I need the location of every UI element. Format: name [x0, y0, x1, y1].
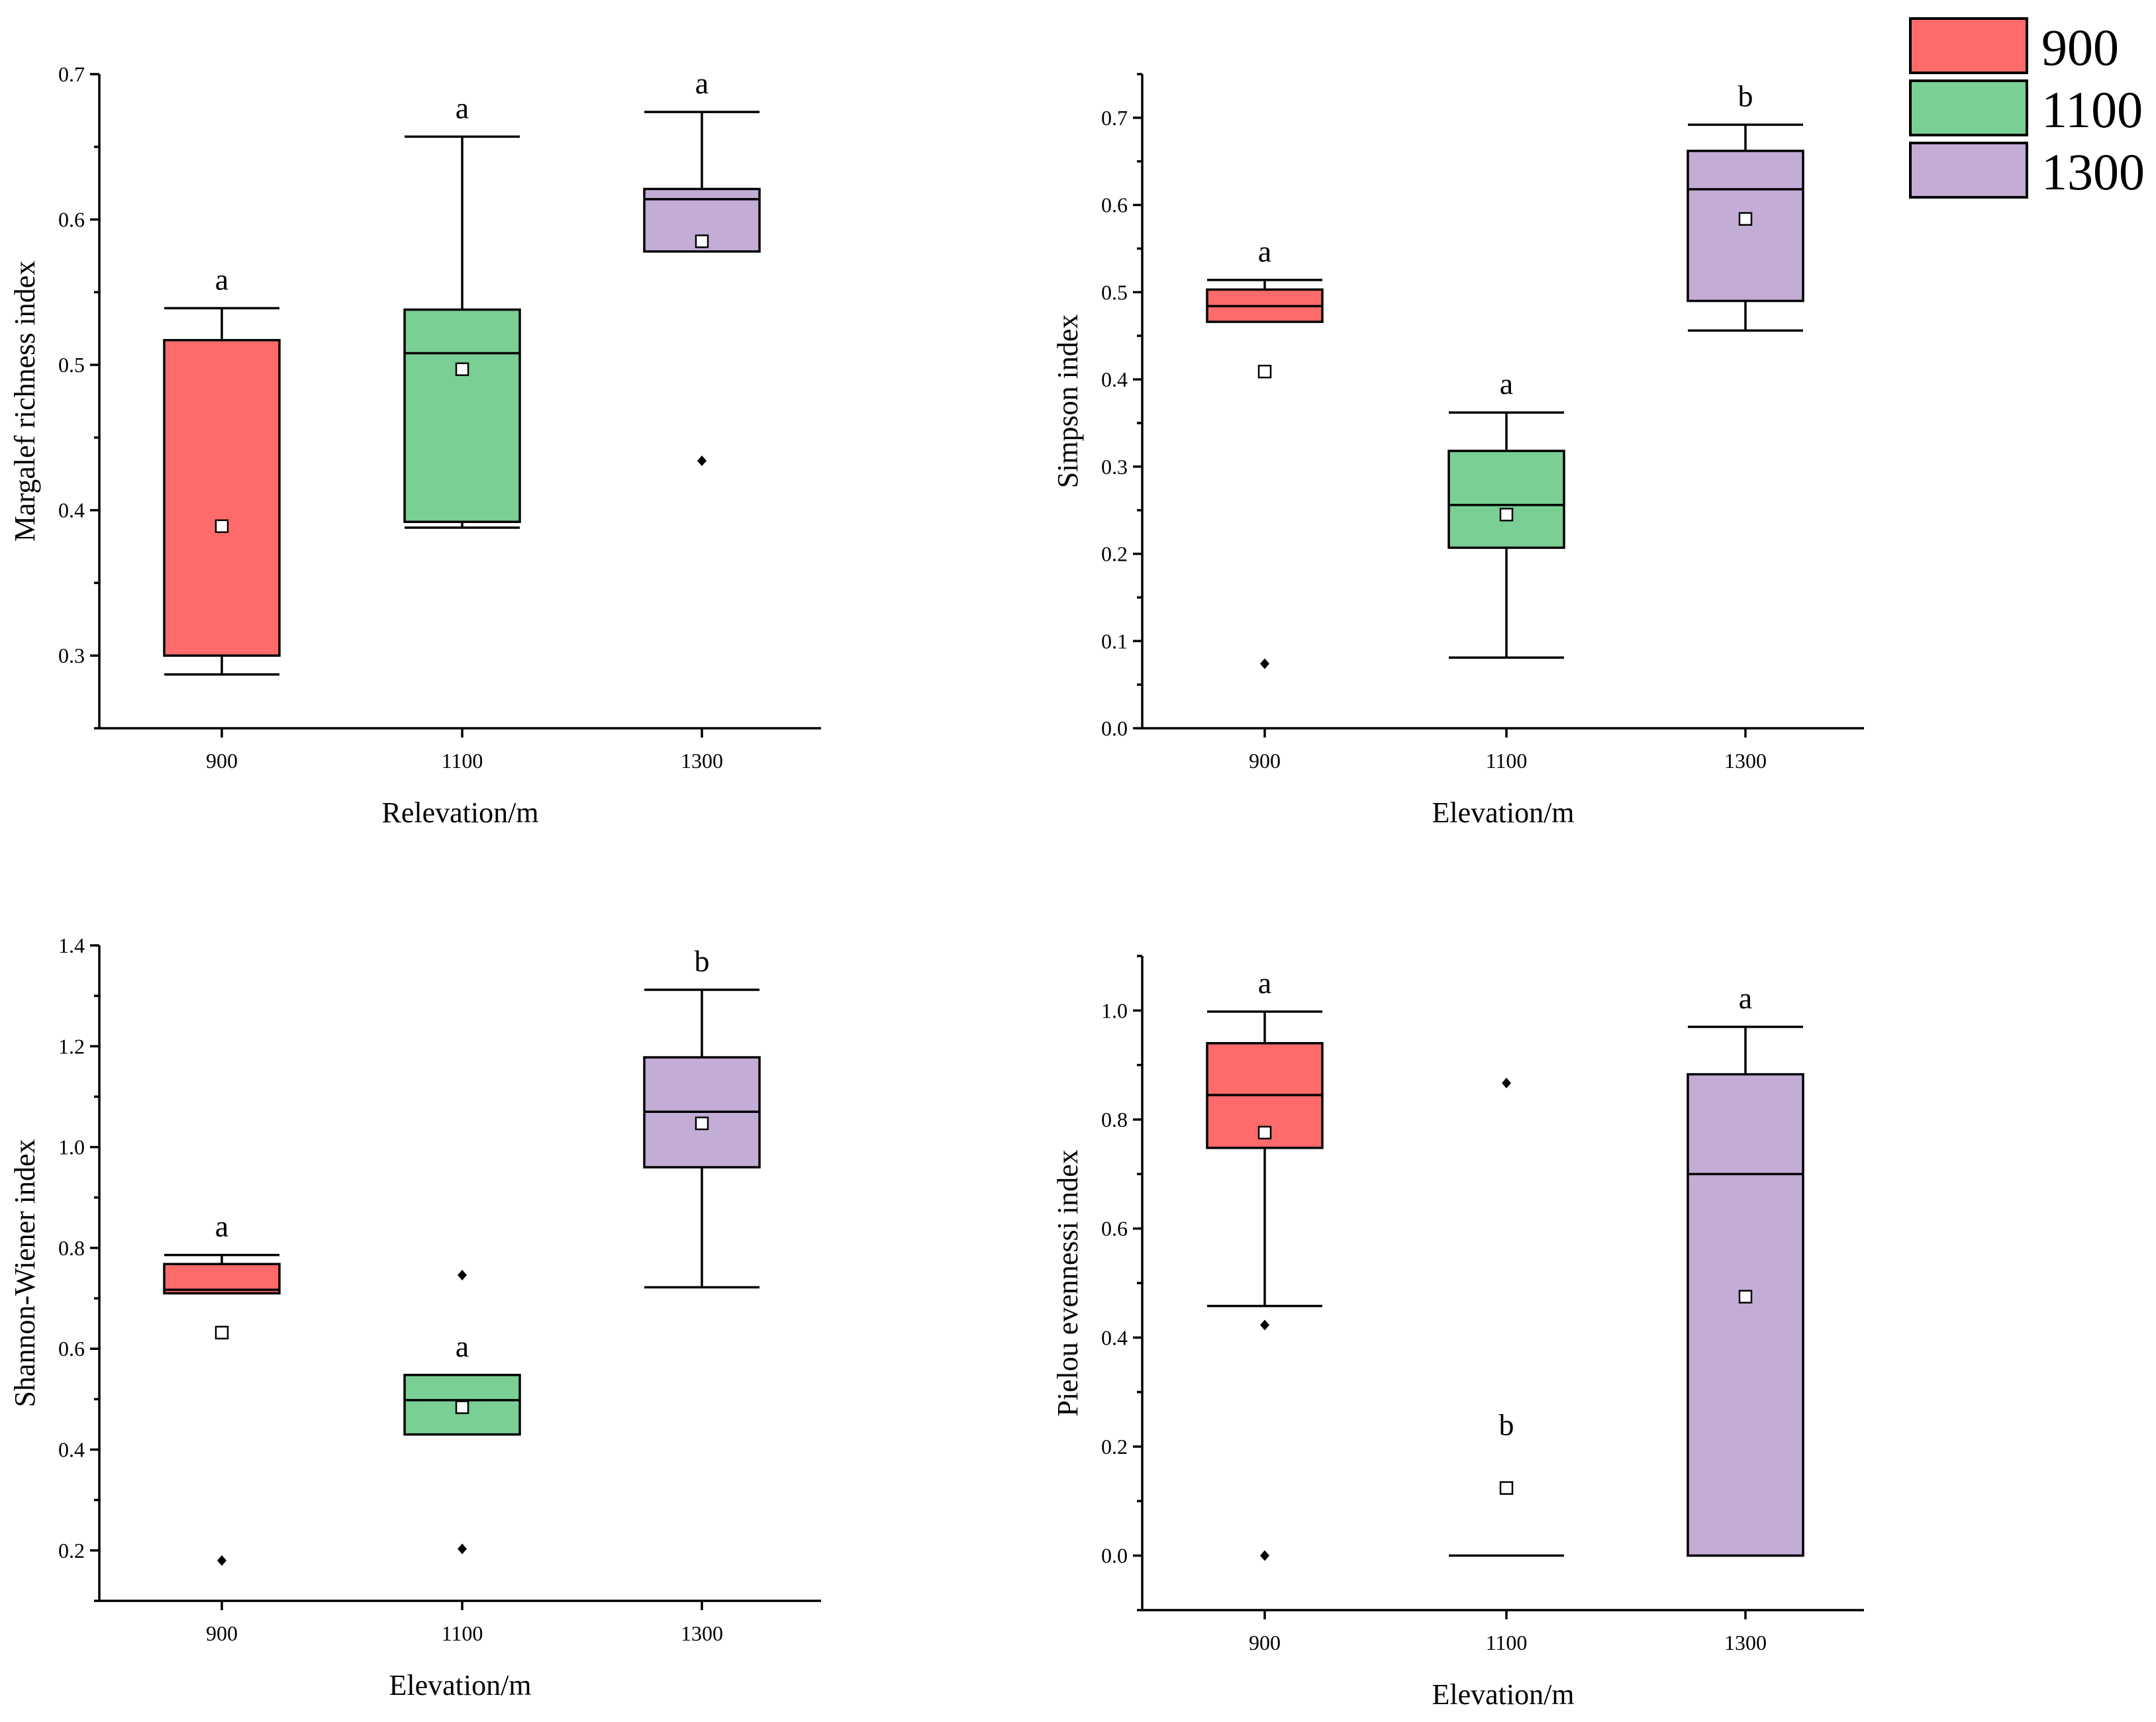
y-tick-label: 0.5 [58, 353, 85, 377]
legend-label-1300: 1300 [2041, 143, 2145, 201]
y-tick-label: 0.5 [1101, 280, 1128, 304]
x-axis-title: Elevation/m [389, 1669, 531, 1701]
legend-swatch-1100 [1909, 79, 2028, 136]
shannon-wiener-panel: 0.2 0.4 0.6 0.8 1.0 1.2 1.4 900 1100 1300 Elevatio… [9, 933, 821, 1701]
mean-marker [215, 1325, 229, 1340]
y-tick-label: 0.7 [58, 62, 85, 86]
significance-letter: a [1500, 367, 1513, 401]
mean-marker [1738, 212, 1753, 226]
outlier-point [1502, 1077, 1511, 1088]
legend-label-1100: 1100 [2041, 81, 2143, 138]
significance-letter: a [1258, 966, 1271, 1000]
x-axis-title: Relevation/m [381, 796, 538, 829]
simpson-panel: 0.0 0.1 0.2 0.3 0.4 0.5 0.6 0.7 900 1100 1300 Eleva… [1052, 73, 1864, 829]
y-axis-title: Margalef richness index [9, 261, 41, 542]
y-tick-label: 0.3 [58, 644, 85, 667]
y-tick-label: 0.0 [1101, 1544, 1128, 1568]
mean-marker [1257, 1125, 1272, 1140]
y-tick-label: 0.2 [1101, 542, 1128, 566]
outlier-point [697, 455, 707, 467]
y-tick-label: 1.0 [1101, 998, 1128, 1022]
outlier-point [458, 1543, 467, 1555]
y-tick-label: 0.4 [1101, 367, 1128, 391]
significance-letter: a [215, 262, 228, 296]
y-tick-label: 0.6 [1101, 193, 1128, 217]
mean-marker [1738, 1290, 1753, 1304]
significance-letter: a [1258, 234, 1271, 268]
mean-marker [1499, 508, 1514, 522]
mean-marker [695, 1116, 709, 1131]
significance-letter: b [695, 944, 710, 978]
mean-marker [455, 362, 469, 376]
y-tick-label: 0.6 [58, 1337, 85, 1361]
pielou-evenness-panel: 0.0 0.2 0.4 0.6 0.8 1.0 900 1100 1300 Elevation/m… [1052, 955, 1864, 1711]
x-tick-label: 1100 [1486, 1631, 1528, 1654]
y-tick-label: 1.4 [58, 933, 85, 957]
x-tick-label: 1100 [442, 1621, 483, 1645]
y-tick-label: 0.8 [58, 1236, 85, 1260]
y-tick-label: 0.4 [58, 1438, 85, 1462]
box-body [1447, 450, 1565, 550]
y-axis-title: Shannon-Wiener index [9, 1139, 41, 1407]
y-tick-label: 0.0 [1101, 716, 1128, 740]
significance-letter: a [215, 1210, 228, 1243]
mean-marker [1499, 1481, 1514, 1495]
significance-letter: a [695, 66, 709, 100]
x-tick-label: 900 [206, 1621, 238, 1645]
outlier-point [458, 1270, 467, 1281]
outlier-point [1260, 1319, 1269, 1331]
box-body [163, 339, 281, 657]
significance-letter: a [456, 91, 469, 124]
legend-swatch-900 [1909, 17, 2028, 74]
y-axis-title: Simpson index [1052, 314, 1084, 489]
outlier-point [1260, 658, 1269, 669]
y-tick-label: 0.2 [58, 1539, 85, 1562]
y-axis-title: Pielou evennessi index [1052, 1149, 1084, 1416]
box-body [1687, 1073, 1804, 1557]
y-tick-label: 0.6 [1101, 1217, 1128, 1241]
box-body [1687, 150, 1804, 303]
significance-letter: b [1738, 79, 1753, 113]
legend: 900 1100 1300 [1909, 17, 2145, 201]
y-tick-label: 0.7 [1101, 106, 1128, 130]
x-tick-label: 1100 [1486, 749, 1528, 773]
y-tick-label: 1.2 [58, 1034, 85, 1058]
box-body [403, 308, 521, 523]
x-tick-label: 900 [1249, 749, 1281, 773]
significance-letter: a [456, 1329, 469, 1363]
x-tick-label: 900 [206, 749, 238, 773]
x-tick-label: 1300 [1724, 1631, 1767, 1654]
significance-letter: a [1739, 981, 1752, 1015]
y-tick-label: 0.2 [1101, 1435, 1128, 1459]
mean-marker [1257, 364, 1272, 379]
y-tick-label: 0.1 [1101, 629, 1128, 653]
outlier-point [1260, 1550, 1269, 1561]
mean-marker [695, 234, 709, 248]
x-tick-label: 1300 [681, 749, 723, 773]
y-tick-label: 0.8 [1101, 1108, 1128, 1131]
significance-letter: b [1499, 1408, 1514, 1442]
x-tick-label: 1100 [442, 749, 483, 773]
x-tick-label: 1300 [681, 1621, 723, 1645]
box-body [163, 1263, 281, 1295]
mean-marker [215, 519, 229, 534]
y-tick-label: 0.4 [58, 499, 85, 522]
y-tick-label: 0.4 [1101, 1325, 1128, 1349]
outlier-point [217, 1555, 226, 1566]
y-tick-label: 1.0 [58, 1135, 85, 1159]
mean-marker [455, 1400, 469, 1414]
legend-label-900: 900 [2041, 19, 2119, 76]
x-axis-title: Elevation/m [1432, 796, 1574, 829]
legend-swatch-1300 [1909, 142, 2028, 199]
x-tick-label: 900 [1249, 1631, 1281, 1654]
y-tick-label: 0.6 [58, 208, 85, 232]
x-tick-label: 1300 [1724, 749, 1767, 773]
y-tick-label: 0.3 [1101, 455, 1128, 479]
x-axis-title: Elevation/m [1432, 1678, 1574, 1711]
margalef-richness-panel: 0.3 0.4 0.5 0.6 0.7 900 1100 1300 Relevation/m Ma… [9, 62, 821, 829]
